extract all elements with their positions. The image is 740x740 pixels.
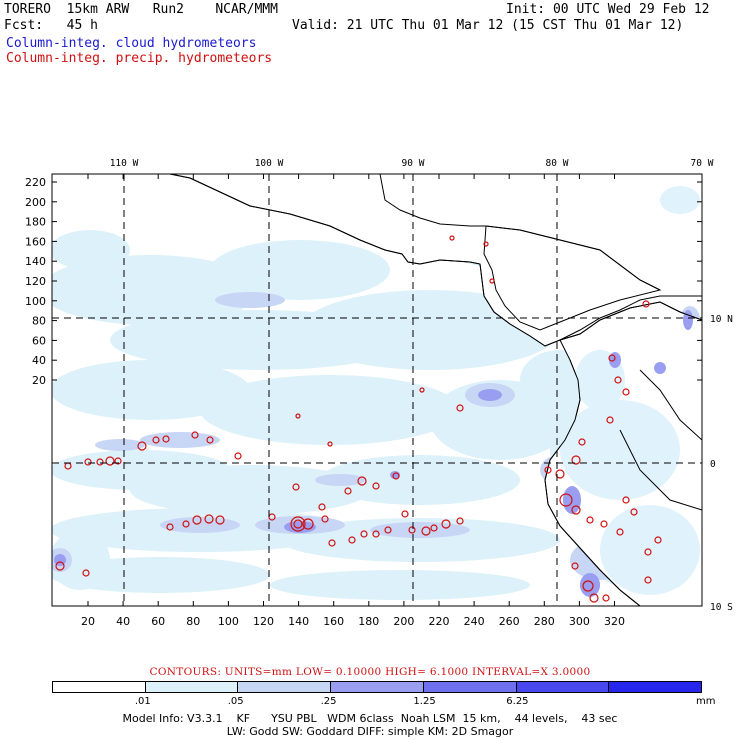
x-tick-label: 300 [569, 615, 590, 628]
forecast-map: 220 200 180 160 140 120 100 80 60 40 20 20 40 60 80 10… [25, 158, 733, 628]
x-tick-label: 280 [534, 615, 555, 628]
x-tick-label: 180 [358, 615, 379, 628]
x-axis: 20 40 60 80 100 120 140 160 180 200 220 240 260 280 30… [81, 174, 625, 628]
x-tick-label: 120 [253, 615, 274, 628]
y-tick-label: 40 [32, 354, 46, 367]
y-tick-label: 220 [25, 176, 46, 189]
cloud-field [52, 174, 702, 606]
y-tick-label: 80 [32, 315, 46, 328]
header-valid-time: Valid: 21 UTC Thu 01 Mar 12 (15 CST Thu … [292, 18, 684, 33]
x-tick-label: 260 [499, 615, 520, 628]
header-title: TORERO 15km ARW Run2 NCAR/MMM [4, 2, 278, 17]
lat-label: 10 S [710, 602, 733, 613]
colorbar-unit: mm [696, 696, 716, 707]
legend-cloud-label: Column-integ. cloud hydrometeors [6, 36, 257, 51]
plot-frame [51, 173, 703, 607]
x-tick-label: 220 [429, 615, 450, 628]
x-tick-label: 100 [218, 615, 239, 628]
model-info-line1: Model Info: V3.3.1 KF YSU PBL WDM 6class… [122, 712, 618, 725]
lon-label: 70 W [691, 158, 714, 169]
x-tick-label: 20 [81, 615, 95, 628]
header-forecast-hour: Fcst: 45 h [4, 18, 98, 33]
colorbar-swatch [515, 682, 609, 692]
colorbar-swatch [330, 682, 423, 692]
lat-label: 0 [710, 459, 716, 470]
contours-caption: CONTOURS: UNITS=mm LOW= 0.10000 HIGH= 6.… [149, 666, 591, 678]
x-tick-label: 320 [604, 615, 625, 628]
y-tick-label: 120 [25, 275, 46, 288]
latlon-grid [52, 174, 702, 606]
colorbar [52, 681, 702, 693]
lon-label: 90 W [402, 158, 425, 169]
lon-label: 80 W [546, 158, 569, 169]
y-tick-label: 180 [25, 216, 46, 229]
y-tick-label: 140 [25, 255, 46, 268]
colorbar-tick-label: .25 [320, 696, 337, 707]
header-init-time: Init: 00 UTC Wed 29 Feb 12 [506, 2, 710, 17]
colorbar-tick-label: 6.25 [506, 696, 529, 707]
x-tick-label: 40 [116, 615, 130, 628]
y-tick-label: 200 [25, 196, 46, 209]
colorbar-swatch [237, 682, 331, 692]
y-tick-label: 60 [32, 334, 46, 347]
lon-label: 100 W [255, 158, 284, 169]
lat-label: 10 N [710, 314, 733, 325]
x-tick-label: 140 [288, 615, 309, 628]
colorbar-swatch [608, 682, 702, 692]
x-tick-label: 200 [393, 615, 414, 628]
colorbar-tick-label: 1.25 [413, 696, 436, 707]
x-tick-label: 60 [151, 615, 165, 628]
colorbar-tick-label: .01 [134, 696, 151, 707]
y-tick-label: 20 [32, 374, 46, 387]
colorbar-swatch [144, 682, 238, 692]
y-tick-label: 100 [25, 295, 46, 308]
colorbar-tick-label: .05 [227, 696, 244, 707]
y-axis: 220 200 180 160 140 120 100 80 60 40 20 [25, 176, 702, 387]
y-tick-label: 160 [25, 235, 46, 248]
legend-precip-label: Column-integ. precip. hydrometeors [6, 51, 273, 66]
precip-contours [55, 235, 662, 603]
x-tick-label: 80 [186, 615, 200, 628]
x-tick-label: 160 [323, 615, 344, 628]
lon-label: 110 W [110, 158, 139, 169]
longitude-labels: 110 W 100 W 90 W 80 W 70 W [110, 158, 714, 169]
colorbar-swatch [53, 682, 145, 692]
x-tick-label: 240 [464, 615, 485, 628]
colorbar-swatch [422, 682, 516, 692]
model-info-line2: LW: Godd SW: Goddard DIFF: simple KM: 2D… [226, 725, 514, 738]
latitude-labels: 10 N 0 10 S [710, 314, 733, 613]
